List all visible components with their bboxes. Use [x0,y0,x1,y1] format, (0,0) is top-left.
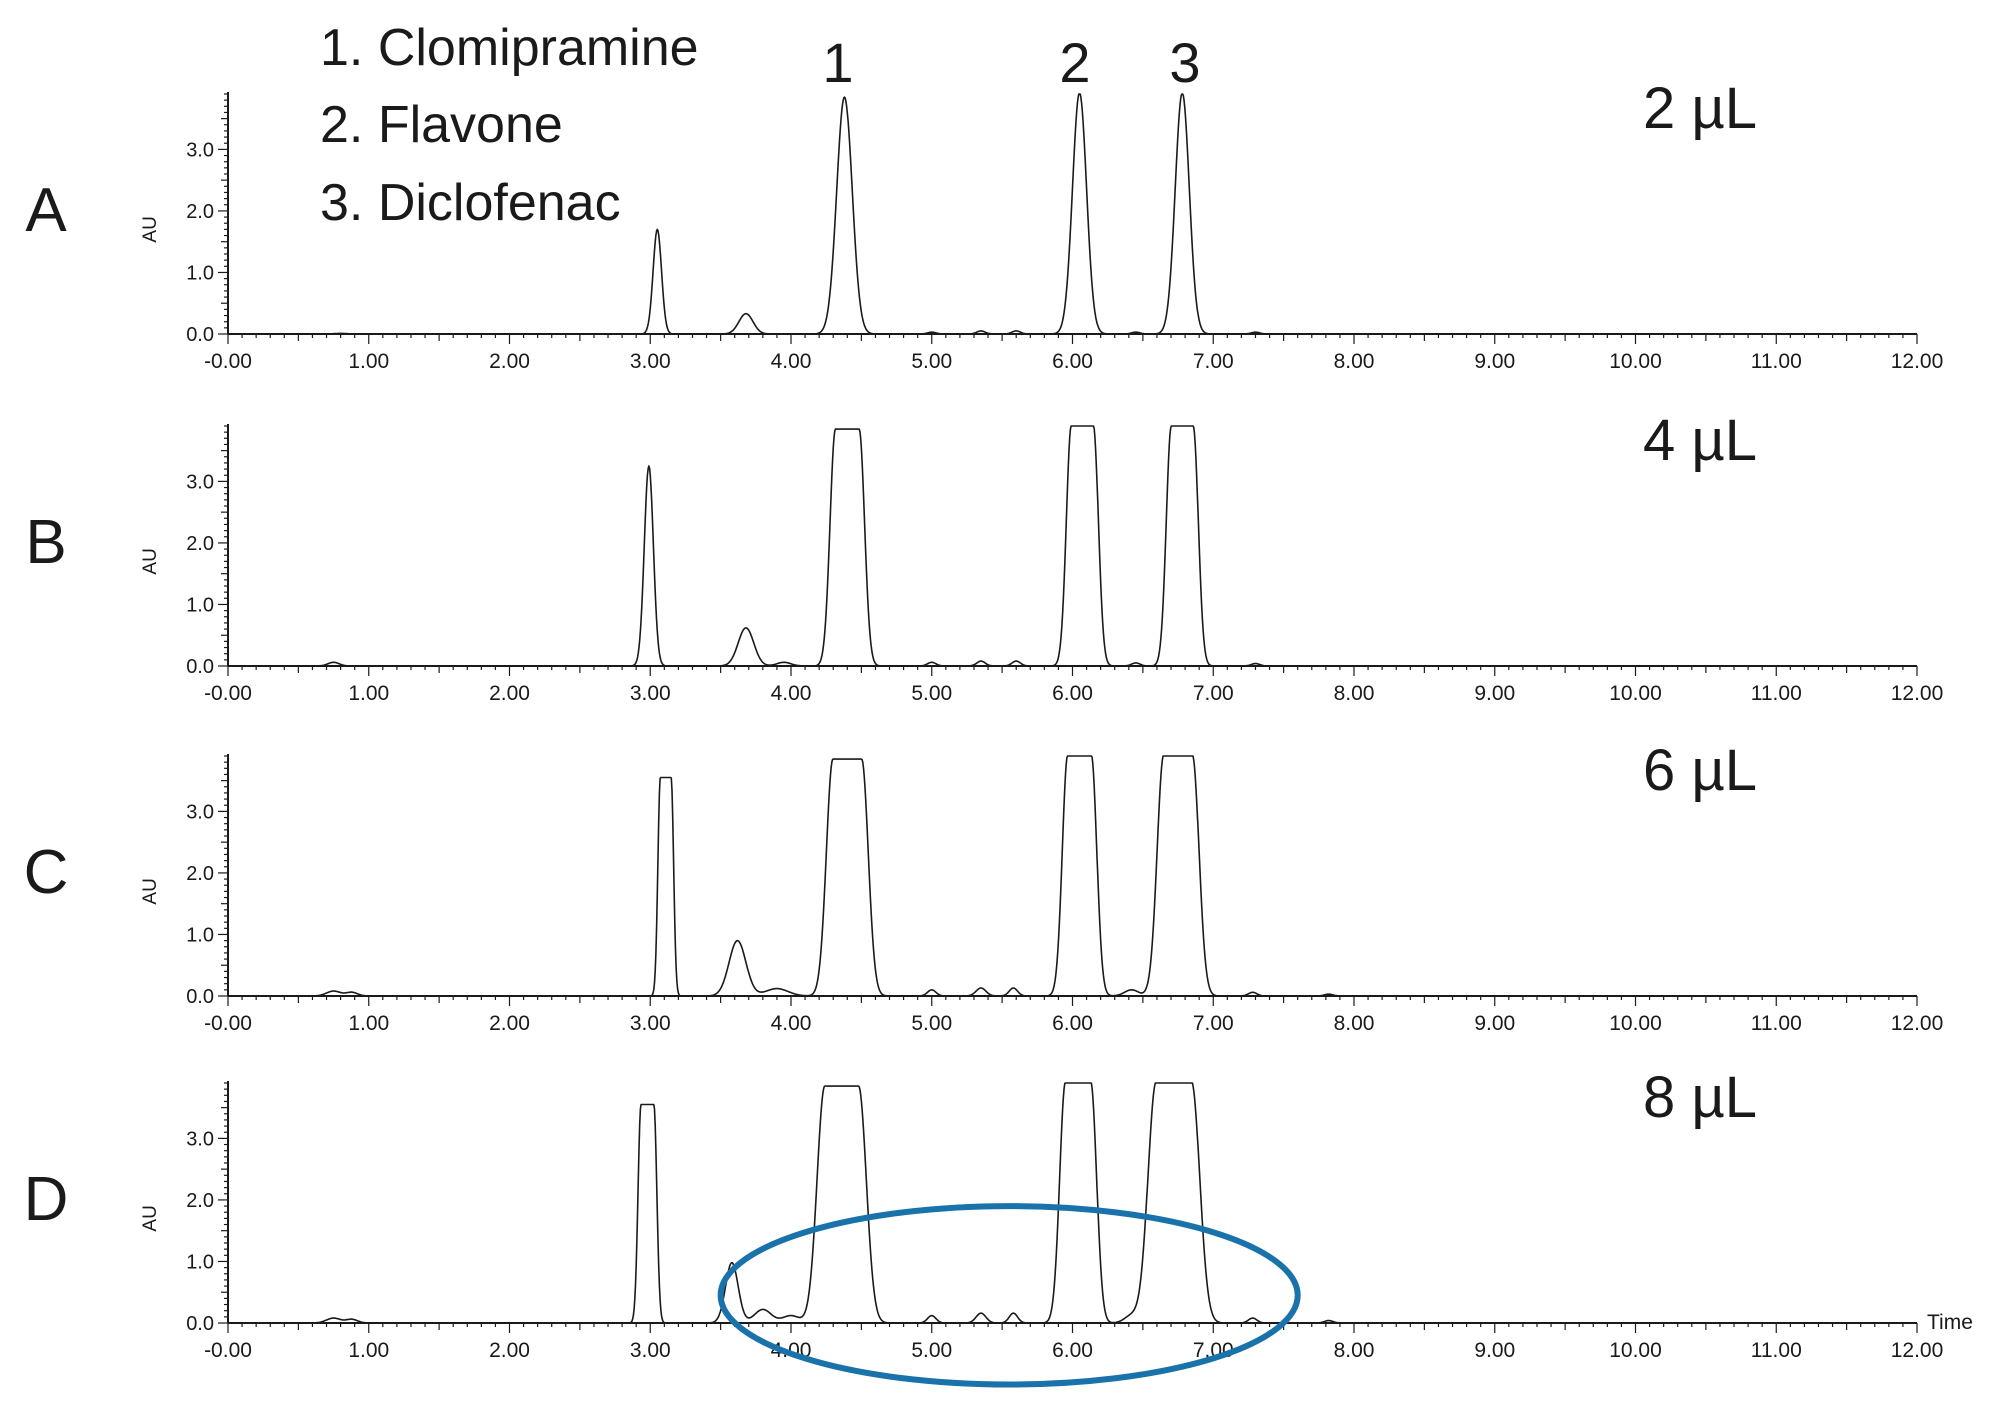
x-tick-label: 12.00 [1891,1339,1944,1362]
panel-c: C 6 µL AU 0.0 1.0 2.0 3.0 -0.00 1.00 2.00 3.00 4.00… [24,738,1944,1035]
x-tick-label: 8.00 [1334,1339,1375,1362]
panel-b: B 4 µL AU 0.0 1.0 2.0 3.0 -0.00 1.00 2.00 3.00 4.00… [25,408,1943,705]
x-tick-label: 9.00 [1474,1012,1515,1035]
y-tick-label: 2.0 [186,1190,214,1212]
x-tick-label: 8.00 [1334,682,1375,705]
y-axis-label: AU [140,1205,161,1231]
panel-label: C [24,838,69,907]
y-tick-label: 1.0 [186,1251,214,1273]
x-tick-label: 11.00 [1751,1339,1802,1362]
x-tick-label: 11.00 [1751,682,1802,705]
x-tick-label: 11.00 [1751,1012,1802,1035]
x-tick-label: 1.00 [348,350,389,373]
volume-label: 6 µL [1643,738,1757,803]
x-tick-label: 2.00 [489,1012,530,1035]
x-tick-label: 4.00 [771,350,812,373]
panel-a: A 2 µL AU 0.0 1.0 2.0 3.0 -0.00 1.00 2.00 3.00 4.00… [25,76,1943,373]
panel-label: D [24,1165,69,1234]
y-tick-label: 3.0 [186,471,214,493]
x-axis-label: Time [1927,1311,1973,1334]
panel-label: B [25,508,66,577]
x-tick-label: 5.00 [911,1012,952,1035]
x-tick-label: 8.00 [1334,1012,1375,1035]
x-tick-label: 6.00 [1052,350,1093,373]
x-tick-label: 3.00 [630,682,671,705]
y-axis-label: AU [140,548,161,574]
x-tick-label: 9.00 [1474,1339,1515,1362]
x-tick-label: 12.00 [1891,1012,1944,1035]
volume-label: 4 µL [1643,408,1757,473]
x-tick-label: 12.00 [1891,682,1944,705]
x-tick-label: 9.00 [1474,350,1515,373]
x-tick-label: 10.00 [1609,682,1662,705]
y-tick-label: 2.0 [186,201,214,223]
y-tick-label: 0.0 [186,986,214,1008]
x-tick-label: 6.00 [1052,1339,1093,1362]
highlight-ellipse [721,1206,1298,1384]
legend-item-2: 2. Flavone [320,96,563,154]
x-tick-label: 10.00 [1609,350,1662,373]
x-tick-label: 9.00 [1474,682,1515,705]
panels: A 2 µL AU 0.0 1.0 2.0 3.0 -0.00 1.00 2.00 3.00 4.00… [24,76,1973,1385]
y-tick-label: 1.0 [186,262,214,284]
y-tick-label: 3.0 [186,139,214,161]
x-tick-label: 5.00 [911,350,952,373]
y-tick-label: 2.0 [186,863,214,885]
x-tick-label: 7.00 [1193,1012,1234,1035]
y-tick-label: 1.0 [186,594,214,616]
y-tick-label: 0.0 [186,656,214,678]
y-tick-label: 1.0 [186,924,214,946]
x-tick-label: 2.00 [489,682,530,705]
x-tick-label: 10.00 [1609,1012,1662,1035]
volume-label: 2 µL [1643,76,1757,141]
x-tick-label: 5.00 [911,682,952,705]
x-tick-label: 6.00 [1052,1012,1093,1035]
legend-item-3: 3. Diclofenac [320,174,621,232]
x-tick-label: 3.00 [630,1339,671,1362]
x-tick-label: 10.00 [1609,1339,1662,1362]
x-tick-label: 11.00 [1751,350,1802,373]
panel-label: A [25,176,67,245]
peak-label-1: 1 [822,31,853,94]
x-tick-label: 3.00 [630,350,671,373]
x-tick-label: -0.00 [204,350,252,373]
volume-label: 8 µL [1643,1065,1757,1130]
x-tick-label: 1.00 [348,682,389,705]
x-tick-label: 3.00 [630,1012,671,1035]
x-tick-label: 6.00 [1052,682,1093,705]
x-tick-label: 2.00 [489,1339,530,1362]
x-tick-label: 8.00 [1334,350,1375,373]
x-tick-label: 1.00 [348,1012,389,1035]
legend-item-1: 1. Clomipramine [320,19,699,77]
x-tick-label: -0.00 [204,1339,252,1362]
peak-labels: 1 2 3 [822,31,1200,94]
x-tick-label: 7.00 [1193,350,1234,373]
x-tick-label: 4.00 [771,682,812,705]
y-tick-label: 0.0 [186,1313,214,1335]
x-tick-label: 5.00 [911,1339,952,1362]
y-tick-label: 0.0 [186,324,214,346]
x-tick-label: 1.00 [348,1339,389,1362]
peak-label-3: 3 [1169,31,1200,94]
x-tick-label: -0.00 [204,1012,252,1035]
y-tick-label: 3.0 [186,801,214,823]
compound-legend: 1. Clomipramine 2. Flavone 3. Diclofenac [320,19,699,232]
x-tick-label: 12.00 [1891,350,1944,373]
x-tick-label: 4.00 [771,1012,812,1035]
x-tick-label: -0.00 [204,682,252,705]
y-tick-label: 2.0 [186,533,214,555]
y-tick-label: 3.0 [186,1128,214,1150]
y-axis-label: AU [140,878,161,904]
x-tick-label: 2.00 [489,350,530,373]
peak-label-2: 2 [1059,31,1090,94]
y-axis-label: AU [140,216,161,242]
x-tick-label: 7.00 [1193,682,1234,705]
